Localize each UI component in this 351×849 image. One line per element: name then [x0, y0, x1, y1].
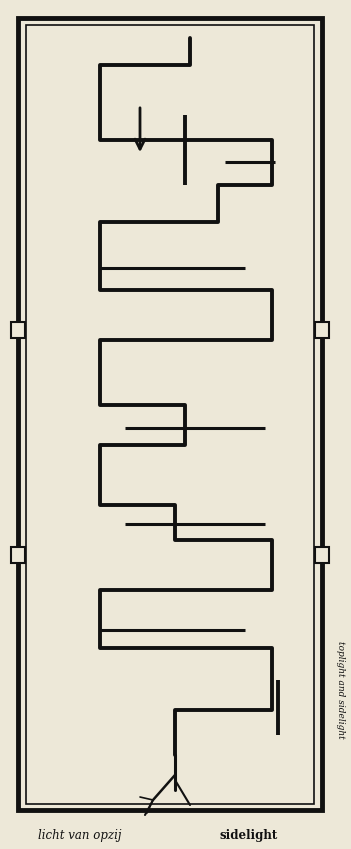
- Bar: [315, 547, 329, 563]
- Bar: [26, 25, 314, 804]
- Bar: [11, 322, 25, 338]
- Text: licht van opzij: licht van opzij: [38, 829, 121, 841]
- Bar: [11, 547, 25, 563]
- Bar: [18, 18, 322, 810]
- Text: toplight and sidelight: toplight and sidelight: [336, 641, 344, 739]
- Text: sidelight: sidelight: [220, 829, 278, 841]
- Bar: [315, 322, 329, 338]
